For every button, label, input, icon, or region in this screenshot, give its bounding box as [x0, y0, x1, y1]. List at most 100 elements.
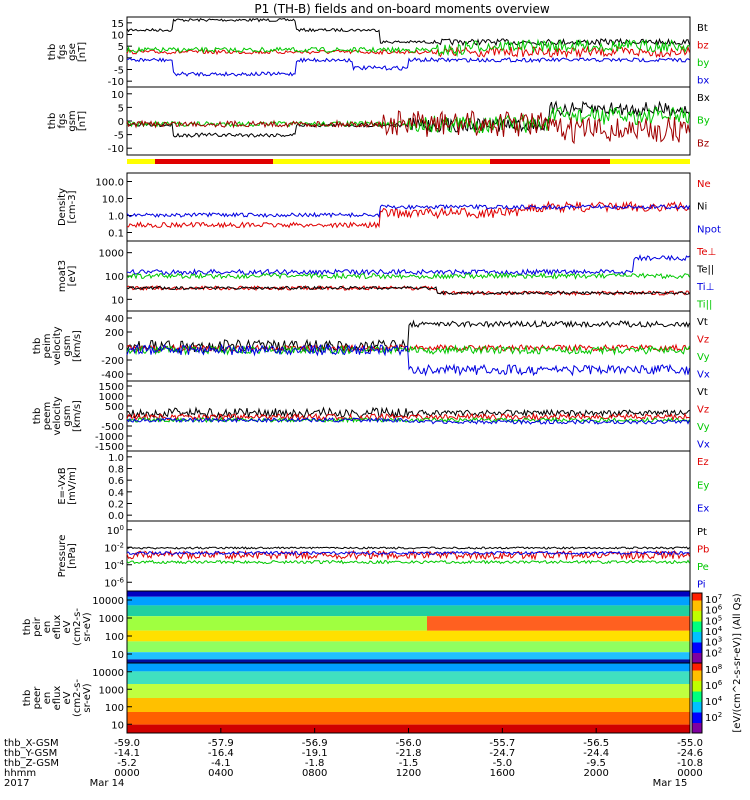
ephemeris-value: -59.0: [114, 738, 140, 749]
colorbar-top-segment: [692, 610, 702, 622]
ephemeris-value: -5.2: [117, 758, 137, 769]
legend-entry: Bz: [697, 138, 709, 149]
y-tick-label: 1000: [99, 392, 124, 403]
legend-entry: by: [697, 58, 709, 69]
ephemeris-value: -14.1: [114, 748, 140, 759]
legend-entry: Vx: [697, 370, 710, 381]
mode-bar-segment: [490, 159, 610, 164]
y-tick-label: -10: [108, 144, 124, 155]
colorbar-top-segment: [692, 631, 702, 643]
legend-entry: Npot: [697, 224, 721, 235]
y-tick-label: -10: [108, 77, 124, 88]
ephemeris-value: Mar 15: [653, 778, 688, 789]
legend-entry: Pi: [697, 580, 706, 591]
y-tick-label: 10: [111, 295, 124, 306]
y-axis-label: thbpeimvelocitygsm[km/s]: [32, 326, 83, 365]
spectrogram-band: [127, 671, 690, 684]
spectrogram-band: [127, 663, 690, 672]
y-tick-label: 10-4: [104, 559, 124, 572]
colorbar-tick: 104: [705, 625, 723, 638]
y-tick-label: 10: [111, 650, 124, 661]
ephemeris-value: -5.0: [493, 758, 513, 769]
ephemeris-value: 0000: [677, 768, 702, 779]
colorbar-tick: 106: [705, 604, 723, 617]
legend-entry: bz: [697, 41, 709, 52]
ephemeris-label: thb_Y-GSM: [4, 748, 57, 759]
legend-entry: Vy: [697, 422, 710, 433]
legend-entry: Bt: [697, 23, 708, 34]
y-tick-label: 1000: [99, 249, 124, 260]
trace-Vz-e: [126, 412, 690, 422]
y-tick-label: 100: [107, 524, 124, 537]
ephemeris-value: -56.5: [583, 738, 609, 749]
spectrogram-band: [127, 630, 690, 642]
legend-entry: Bx: [697, 93, 710, 104]
colorbar-bottom-segment: [692, 722, 702, 734]
ephemeris-value: -24.7: [489, 748, 515, 759]
ephemeris-footer: thb_X-GSM -59.0 -57.9 -56.9 -56.0 -55.7 -56.5-…: [4, 738, 703, 789]
spectrogram-band: [127, 712, 690, 725]
ephemeris-value: -10.8: [677, 758, 703, 769]
legend-entry: Vt: [697, 387, 708, 398]
spectrogram-band: [127, 596, 690, 606]
spectrogram-band: [127, 652, 690, 660]
ephemeris-label: thb_Z-GSM: [4, 758, 59, 769]
trace-Titperp: [127, 254, 690, 276]
spectrogram-band: [127, 605, 690, 617]
legend-entry: Ti⊥: [696, 282, 714, 293]
trace-Tepar: [126, 285, 690, 296]
legend-entry: Pe: [697, 562, 709, 573]
panel-frame: [126, 380, 691, 452]
spectrogram-band: [127, 698, 690, 712]
ephemeris-value: -19.1: [302, 748, 328, 759]
trace-Vx: [126, 343, 690, 377]
spectrogram-band: [427, 616, 690, 631]
y-tick-label: 0.1: [108, 229, 124, 240]
ephemeris-value: -56.9: [302, 738, 328, 749]
legend-entry: Ne: [697, 179, 711, 190]
colorbar-tick: 102: [705, 646, 722, 659]
y-axis-label: thbfgsgsm[nT]: [47, 110, 88, 131]
y-axis-label: E=-VxB[mV/m]: [57, 467, 78, 505]
colorbar-label: [eV/(cm^2-s-sr-eV)] (All Qs): [732, 593, 743, 732]
y-tick-label: 15: [111, 19, 124, 30]
colorbar-bottom-segment: [692, 670, 702, 681]
y-tick-label: 400: [105, 314, 124, 325]
colorbar-top-segment: [692, 652, 702, 664]
colorbar-top-segment: [692, 621, 702, 632]
figure-title: P1 (TH-B) fields and on-board moments ov…: [254, 2, 550, 16]
ephemeris-value: -1.5: [399, 758, 419, 769]
y-tick-label: -500: [101, 422, 124, 433]
y-tick-label: 10-2: [104, 541, 124, 554]
y-tick-label: 1.0: [108, 453, 124, 464]
y-tick-label: 10000: [92, 596, 124, 607]
colorbar-bottom-frame: [691, 662, 703, 734]
y-tick-label: 10.0: [102, 195, 124, 206]
y-tick-label: 100.0: [95, 178, 124, 189]
y-axis-label: thbpeirenefluxeV(cm2-s-sr-eV): [22, 608, 93, 646]
legend-entry: Vx: [697, 440, 710, 451]
y-tick-label: 1000: [99, 614, 124, 625]
y-axis-label: moat3[eV]: [57, 260, 78, 292]
panels-group: 151050-5-10thbfgsgse[nT]Btbzbybx1050-5-1…: [22, 16, 743, 734]
y-tick-label: 10000: [92, 668, 124, 679]
ephemeris-value: -1.8: [305, 758, 325, 769]
trace-Pi: [126, 550, 690, 556]
ephemeris-value: -9.5: [586, 758, 606, 769]
ephemeris-value: Mar 14: [90, 778, 125, 789]
ephemeris-label: thb_X-GSM: [4, 738, 59, 749]
y-tick-label: 0.4: [108, 488, 124, 499]
ephemeris-value: 0000: [114, 768, 139, 779]
y-tick-label: 5: [118, 103, 124, 114]
spectrogram-band: [127, 591, 690, 597]
y-tick-label: 1.0: [108, 212, 124, 223]
legend-entry: Vz: [697, 335, 709, 346]
y-tick-label: -1000: [95, 432, 124, 443]
trace-Bt: [126, 17, 690, 47]
y-tick-label: -400: [101, 370, 124, 381]
ephemeris-value: -4.1: [211, 758, 231, 769]
colorbar-tick: 105: [705, 614, 722, 627]
colorbar-top-segment: [692, 593, 702, 601]
legend-entry: By: [697, 116, 710, 127]
ephemeris-value: -55.0: [677, 738, 703, 749]
